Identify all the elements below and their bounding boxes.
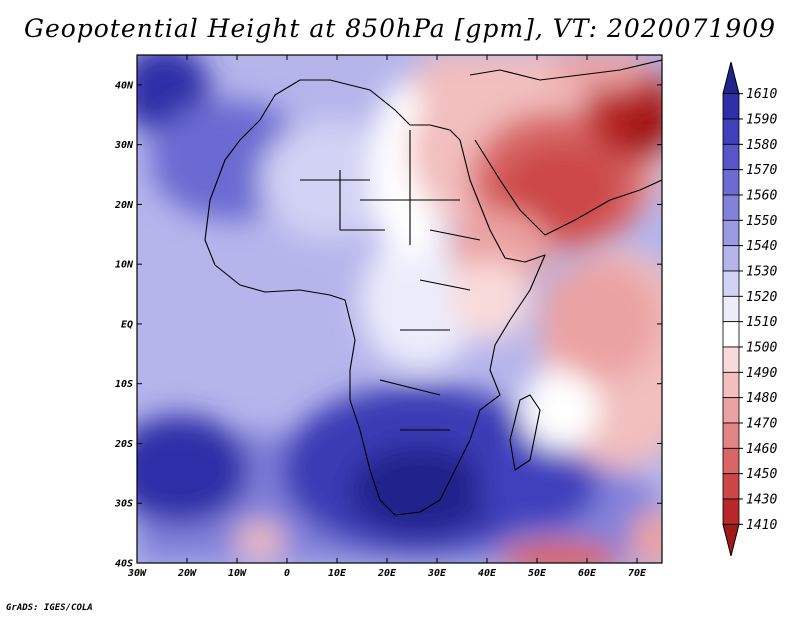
colorbar-swatch (722, 93, 740, 120)
colorbar-swatch (722, 422, 740, 449)
longitude-axis: 30W 20W 10W 0 10E 20E 30E 40E 50E 60E 70E (127, 55, 647, 579)
colorbar-swatch (722, 346, 740, 373)
lon-tick-label: 10W (228, 568, 247, 579)
lat-tick-label: 10N (115, 260, 134, 271)
lat-tick-label: EQ (121, 319, 133, 330)
colorbar-label: 1570 (746, 163, 777, 178)
colorbar-swatch (722, 295, 740, 323)
colorbar-bottom-arrow (722, 523, 740, 557)
colorbar-swatch (722, 473, 740, 500)
lat-tick-label: 40S (115, 559, 133, 570)
colorbar-label: 1540 (746, 239, 777, 254)
lon-tick-label: 20W (177, 568, 197, 579)
colorbar-label: 1530 (746, 265, 777, 280)
colorbar-swatch (722, 245, 740, 272)
lon-tick-label: 70E (628, 568, 647, 579)
colorbar-label: 1590 (746, 113, 777, 128)
height-field (137, 55, 662, 563)
colorbar-label: 1410 (746, 518, 777, 533)
colorbar-label: 1550 (746, 214, 777, 229)
colorbar-swatch (722, 447, 740, 475)
colorbar-swatch (722, 219, 740, 247)
colorbar-label: 1490 (746, 366, 777, 381)
lon-tick-label: 30E (427, 568, 447, 579)
colorbar-label: 1610 (746, 87, 777, 102)
colorbar-label: 1510 (746, 315, 777, 330)
coastlines (204, 59, 662, 516)
colorbar-swatch (722, 118, 740, 145)
lon-tick-label: 40E (478, 568, 497, 579)
colorbar-label: 1480 (746, 391, 777, 406)
colorbar: 1610 1590 1580 1570 1560 1550 1540 1530 1520 1510… (722, 61, 777, 557)
lon-tick-label: 0 (284, 568, 290, 579)
colorbar-label: 1470 (746, 417, 777, 432)
lat-tick-label: 20N (114, 200, 134, 211)
lon-tick-label: 10E (328, 568, 347, 579)
lat-tick-label: 30S (114, 499, 133, 510)
lat-tick-label: 30N (114, 140, 134, 151)
colorbar-swatch (722, 321, 740, 348)
map-title: Geopotential Height at 850hPa [gpm], VT:… (23, 14, 777, 43)
lon-tick-label: 60E (578, 568, 597, 579)
colorbar-swatch (722, 397, 740, 424)
colorbar-swatch (722, 371, 740, 399)
colorbar-label: 1500 (746, 341, 777, 356)
colorbar-swatch (722, 498, 740, 525)
colorbar-swatch (722, 169, 740, 196)
lon-tick-label: 50E (528, 568, 547, 579)
colorbar-swatch (722, 143, 740, 171)
colorbar-top-arrow (722, 61, 740, 95)
colorbar-label: 1560 (746, 189, 777, 204)
lat-tick-label: 20S (114, 439, 133, 450)
colorbar-label: 1450 (746, 467, 777, 482)
credit-text: GrADS: IGES/COLA (6, 603, 93, 613)
colorbar-label: 1430 (746, 493, 777, 508)
colorbar-label: 1580 (746, 138, 777, 153)
plot-frame (136, 54, 663, 564)
colorbar-label: 1520 (746, 290, 777, 305)
colorbar-label: 1460 (746, 442, 777, 457)
lon-tick-label: 20E (377, 568, 397, 579)
colorbar-swatch (722, 194, 740, 221)
colorbar-swatch (722, 270, 740, 297)
latitude-axis: 40N 30N 20N 10N EQ 10S 20S 30S 40S (114, 80, 662, 570)
lon-tick-label: 30W (127, 568, 147, 579)
lat-tick-label: 10S (115, 379, 133, 390)
lat-tick-label: 40N (115, 80, 134, 91)
